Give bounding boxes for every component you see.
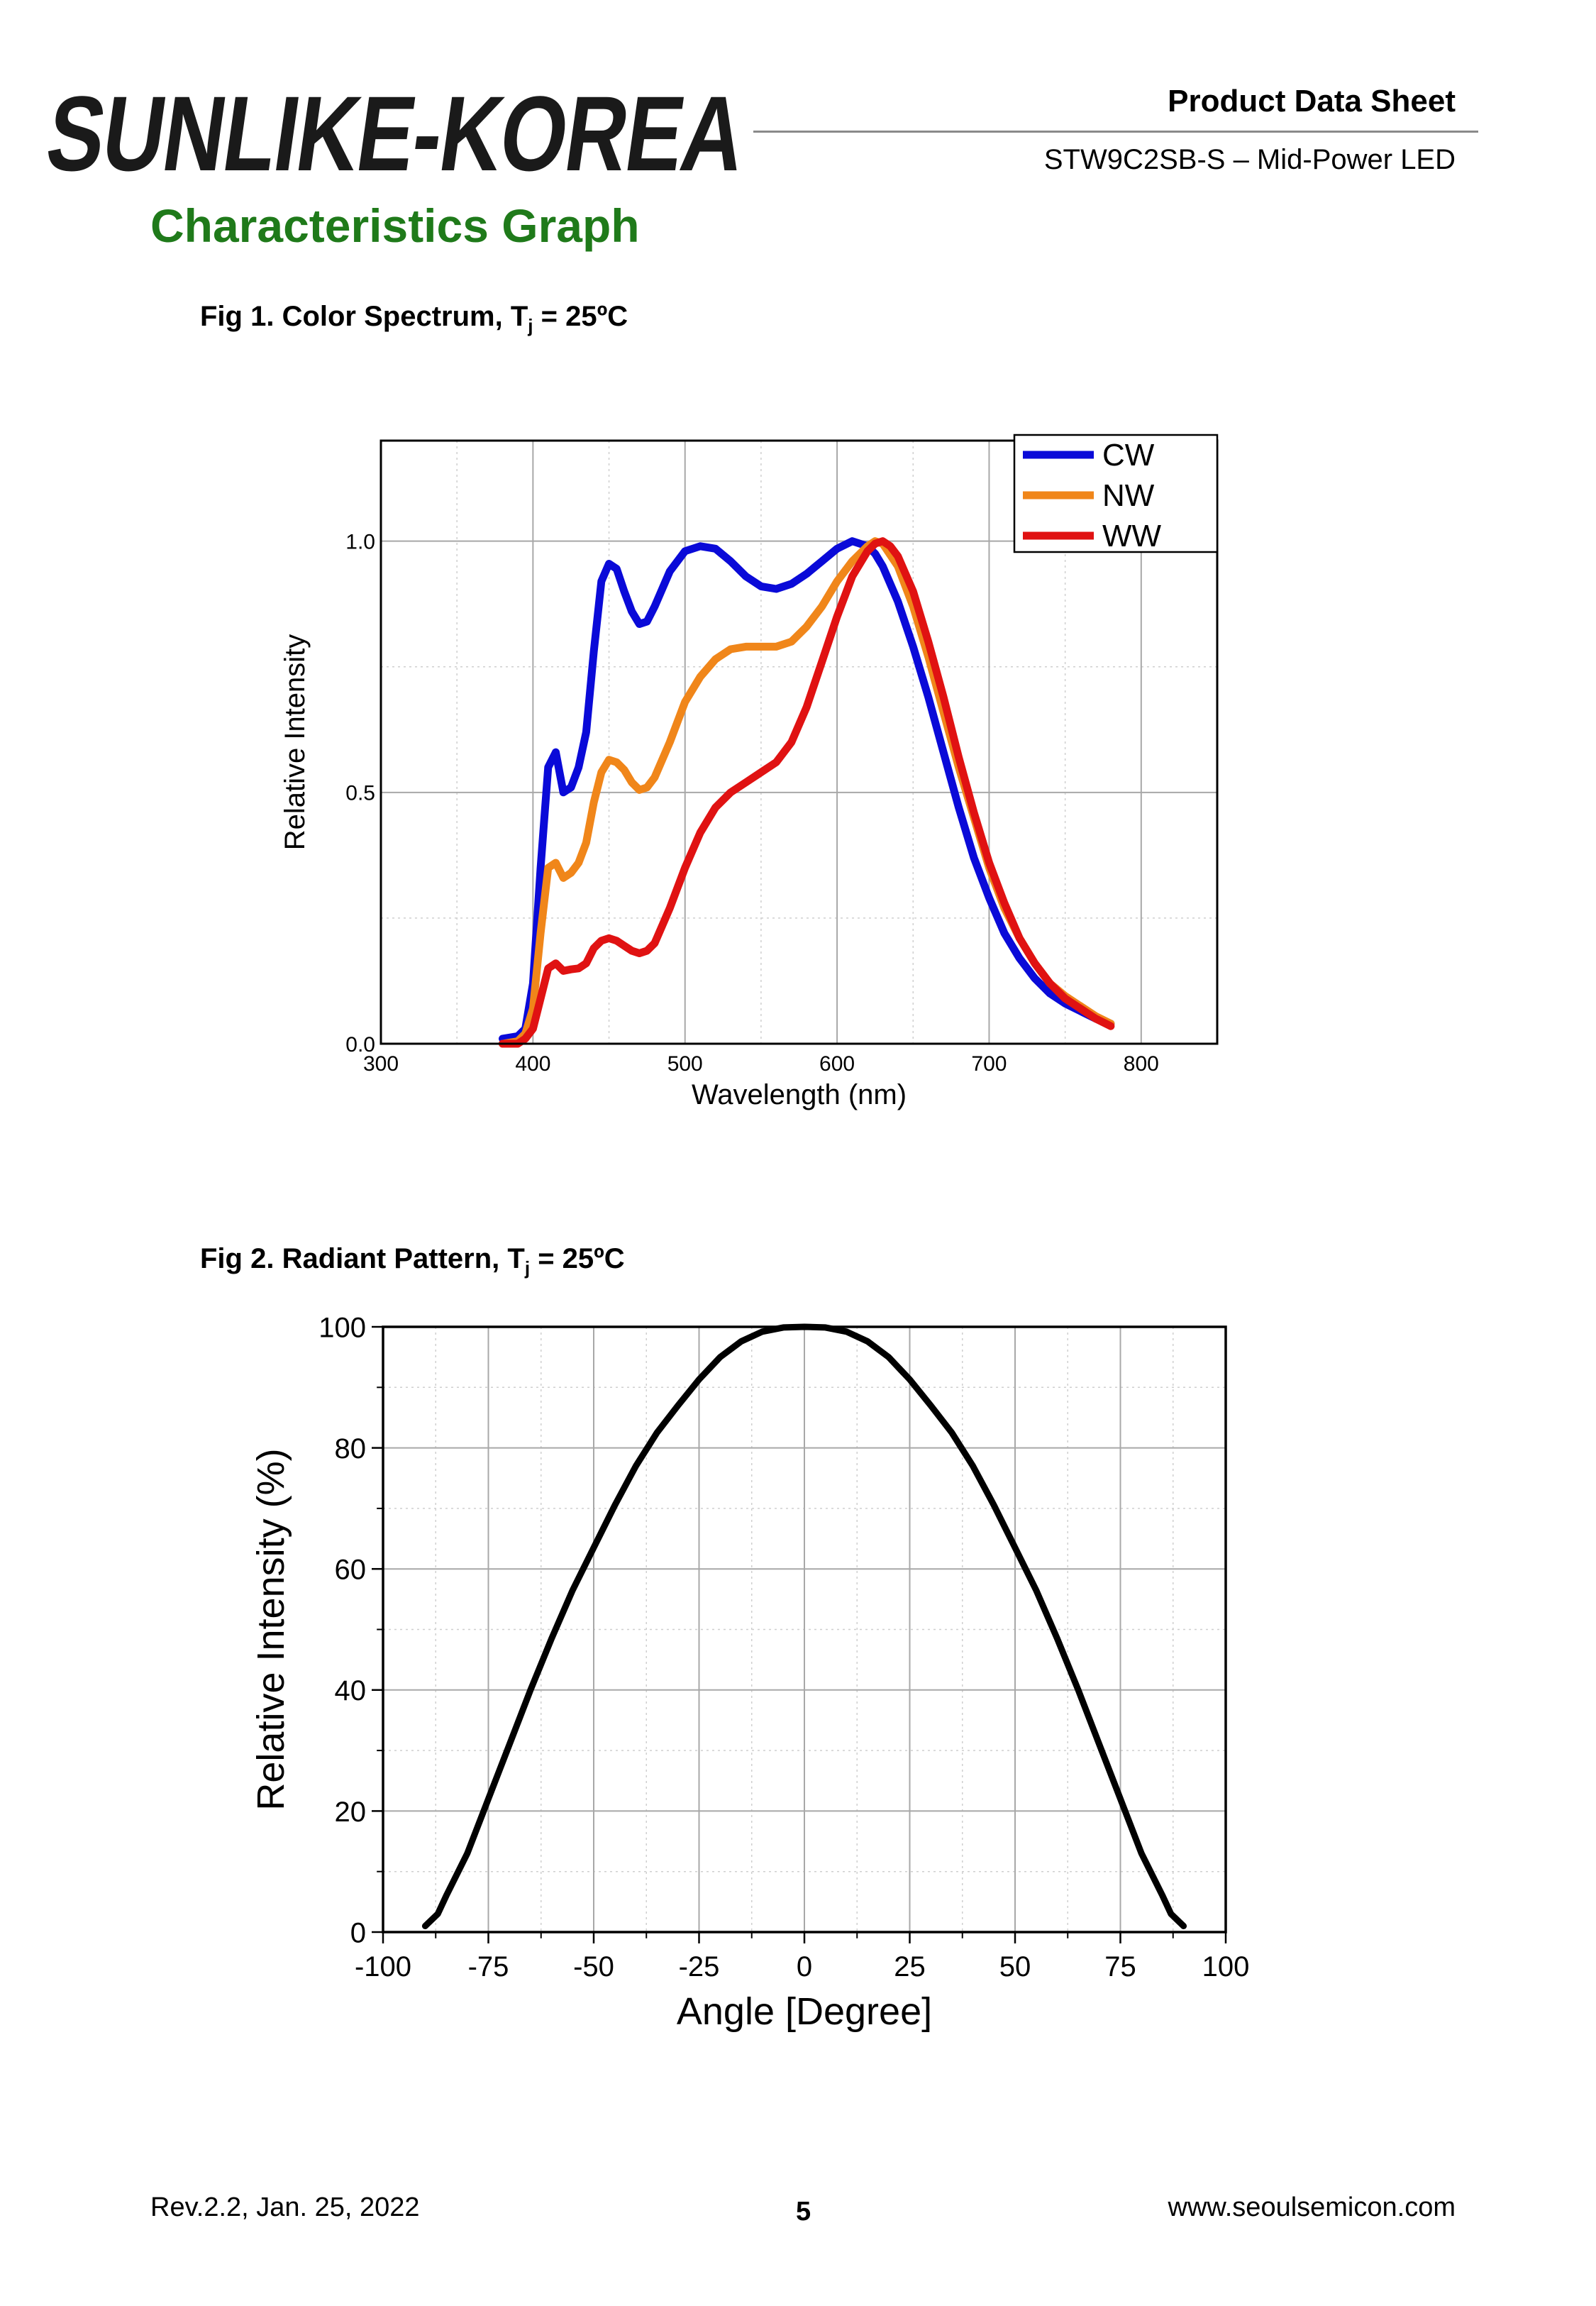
header-divider <box>753 131 1478 133</box>
footer-website: www.seoulsemicon.com <box>1168 2192 1456 2222</box>
radiant-x-tick-label: -50 <box>573 1951 614 1982</box>
radiant-y-tick-label: 80 <box>335 1433 367 1464</box>
radiant-x-tick-label: 0 <box>797 1951 812 1982</box>
radiant-y-tick-label: 20 <box>335 1797 367 1828</box>
spectrum-x-tick-label: 500 <box>667 1052 703 1076</box>
footer-page-number: 5 <box>796 2197 811 2227</box>
spectrum-series-line-ww <box>499 537 1115 1048</box>
fig2-caption-tail: = 25ºC <box>530 1243 625 1274</box>
radiant-y-tick-label: 60 <box>335 1555 367 1586</box>
radiant-x-tick-label: -25 <box>679 1951 720 1982</box>
radiant-x-tick-label: -100 <box>355 1951 411 1982</box>
spectrum-y-axis-title: Relative Intensity <box>279 634 311 851</box>
fig2-caption-main: Fig 2. Radiant Pattern, T <box>200 1243 525 1274</box>
product-name: STW9C2SB-S – Mid-Power LED <box>1043 144 1456 175</box>
spectrum-x-axis-title: Wavelength (nm) <box>692 1079 907 1110</box>
fig1-caption-main: Fig 1. Color Spectrum, T <box>200 301 528 332</box>
spectrum-x-tick-label: 800 <box>1124 1052 1159 1076</box>
radiant-plot-area <box>382 1323 1227 1933</box>
spectrum-x-tick-label: 700 <box>971 1052 1007 1076</box>
radiant-y-tick-label: 0 <box>350 1917 366 1948</box>
document-type: Product Data Sheet <box>1168 84 1456 118</box>
radiant-x-tick-label: 75 <box>1104 1951 1136 1982</box>
fig1-caption-tail: = 25ºC <box>533 301 628 332</box>
spectrum-series-line-cw <box>499 537 1115 1043</box>
radiant-y-tick-label: 100 <box>318 1312 366 1343</box>
fig1-caption: Fig 1. Color Spectrum, Tj = 25ºC <box>200 301 628 337</box>
radiant-x-tick-label: 25 <box>894 1951 926 1982</box>
spectrum-legend-label-cw: CW <box>1102 438 1155 473</box>
spectrum-legend-label-nw: NW <box>1102 478 1155 513</box>
spectrum-legend-label-ww: WW <box>1102 519 1162 553</box>
spectrum-x-tick-label: 600 <box>819 1052 855 1076</box>
radiant-x-axis-title: Angle [Degree] <box>677 1990 932 2033</box>
radiant-x-tick-label: 100 <box>1202 1951 1250 1982</box>
spectrum-legend <box>1013 434 1219 553</box>
fig1-caption-subscript: j <box>528 315 533 336</box>
footer-revision: Rev.2.2, Jan. 25, 2022 <box>150 2192 420 2222</box>
radiant-x-tick-label: 50 <box>999 1951 1031 1982</box>
spectrum-plot-frame <box>379 439 1219 1045</box>
radiant-y-axis-title: Relative Intensity (%) <box>250 1448 292 1810</box>
radiant-x-tick-label: -75 <box>468 1951 509 1982</box>
spectrum-x-tick-label: 400 <box>515 1052 550 1076</box>
section-title: Characteristics Graph <box>150 199 640 252</box>
spectrum-x-tick-label: 300 <box>363 1052 399 1076</box>
spectrum-y-tick-label: 0.5 <box>345 782 375 805</box>
spectrum-y-tick-label: 1.0 <box>345 530 375 553</box>
radiant-y-tick-label: 40 <box>335 1675 367 1706</box>
fig2-caption-subscript: j <box>524 1257 531 1279</box>
fig2-caption: Fig 2. Radiant Pattern, Tj = 25ºC <box>200 1243 625 1279</box>
spectrum-y-tick-label: 0.0 <box>345 1033 375 1057</box>
